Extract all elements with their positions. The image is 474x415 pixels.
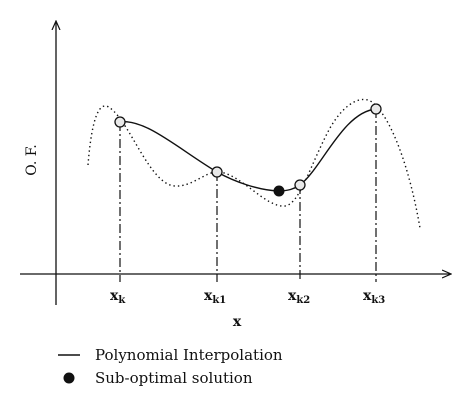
point-xk2-marker xyxy=(294,179,306,191)
legend-dot-label: Sub-optimal solution xyxy=(95,369,253,387)
x-axis-label: x xyxy=(233,314,242,330)
legend-dot-swatch xyxy=(63,372,75,384)
tick-label-xk3: xk3 xyxy=(363,288,385,306)
tick-label-xk1-base: x xyxy=(204,288,213,304)
tick-label-xk2: xk2 xyxy=(288,288,310,306)
polynomial-interpolation-curve xyxy=(119,108,377,192)
tick-label-xk1: xk1 xyxy=(204,288,226,306)
tick-label-xk2-sub: k2 xyxy=(296,295,310,306)
tick-label-xk-base: x xyxy=(110,288,119,304)
legend-line-label: Polynomial Interpolation xyxy=(95,346,283,364)
tick-label-xk3-base: x xyxy=(363,288,372,304)
tick-label-xk1-sub: k1 xyxy=(212,295,226,306)
sub-optimal-solution-marker xyxy=(273,185,285,197)
tick-label-xk-sub: k xyxy=(118,295,126,306)
legend: Polynomial Interpolation Sub-optimal sol… xyxy=(58,346,283,387)
objective-function-curve xyxy=(87,98,421,229)
tick-label-xk2-base: x xyxy=(288,288,297,304)
point-xk-marker xyxy=(114,116,126,128)
tick-label-xk3-sub: k3 xyxy=(371,295,385,306)
y-axis-label: O. F. xyxy=(24,144,40,176)
point-xk1-marker xyxy=(211,166,223,178)
tick-label-xk: xk xyxy=(110,288,126,306)
point-xk3-marker xyxy=(370,103,382,115)
